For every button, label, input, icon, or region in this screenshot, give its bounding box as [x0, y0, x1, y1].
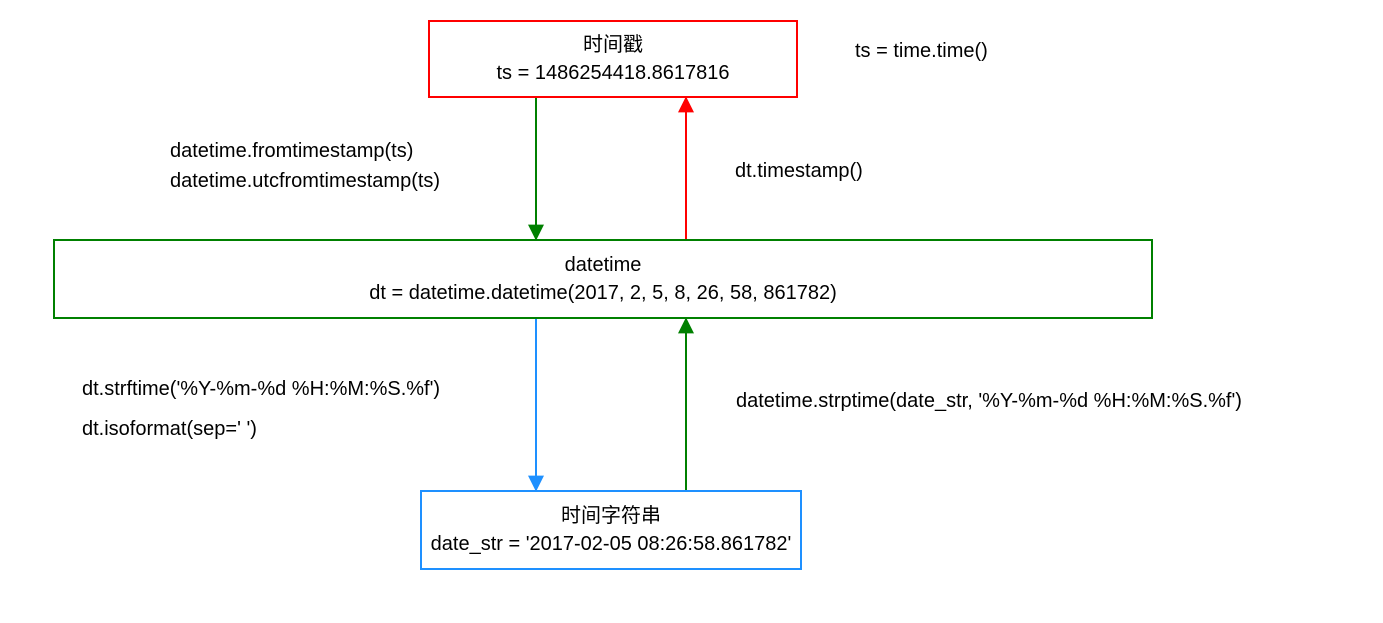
datestr-value: date_str = '2017-02-05 08:26:58.861782' [431, 530, 792, 558]
datetime-value: dt = datetime.datetime(2017, 2, 5, 8, 26… [369, 279, 837, 307]
dt-timestamp-label: dt.timestamp() [735, 160, 863, 183]
strftime-label: dt.strftime('%Y-%m-%d %H:%M:%S.%f') [82, 378, 440, 401]
strptime-label: datetime.strptime(date_str, '%Y-%m-%d %H… [736, 390, 1242, 413]
fromtimestamp-label: datetime.fromtimestamp(ts) [170, 140, 413, 163]
timestamp-value: ts = 1486254418.8617816 [497, 59, 730, 87]
datetime-node: datetime dt = datetime.datetime(2017, 2,… [53, 239, 1153, 319]
datetime-title: datetime [565, 251, 642, 279]
datestr-node: 时间字符串 date_str = '2017-02-05 08:26:58.86… [420, 490, 802, 570]
utcfromtimestamp-label: datetime.utcfromtimestamp(ts) [170, 170, 440, 193]
isoformat-label: dt.isoformat(sep=' ') [82, 418, 257, 441]
diagram-canvas: 时间戳 ts = 1486254418.8617816 datetime dt … [0, 0, 1383, 623]
timestamp-title: 时间戳 [583, 31, 643, 59]
time-time-label: ts = time.time() [855, 40, 988, 63]
timestamp-node: 时间戳 ts = 1486254418.8617816 [428, 20, 798, 98]
datestr-title: 时间字符串 [561, 502, 661, 530]
